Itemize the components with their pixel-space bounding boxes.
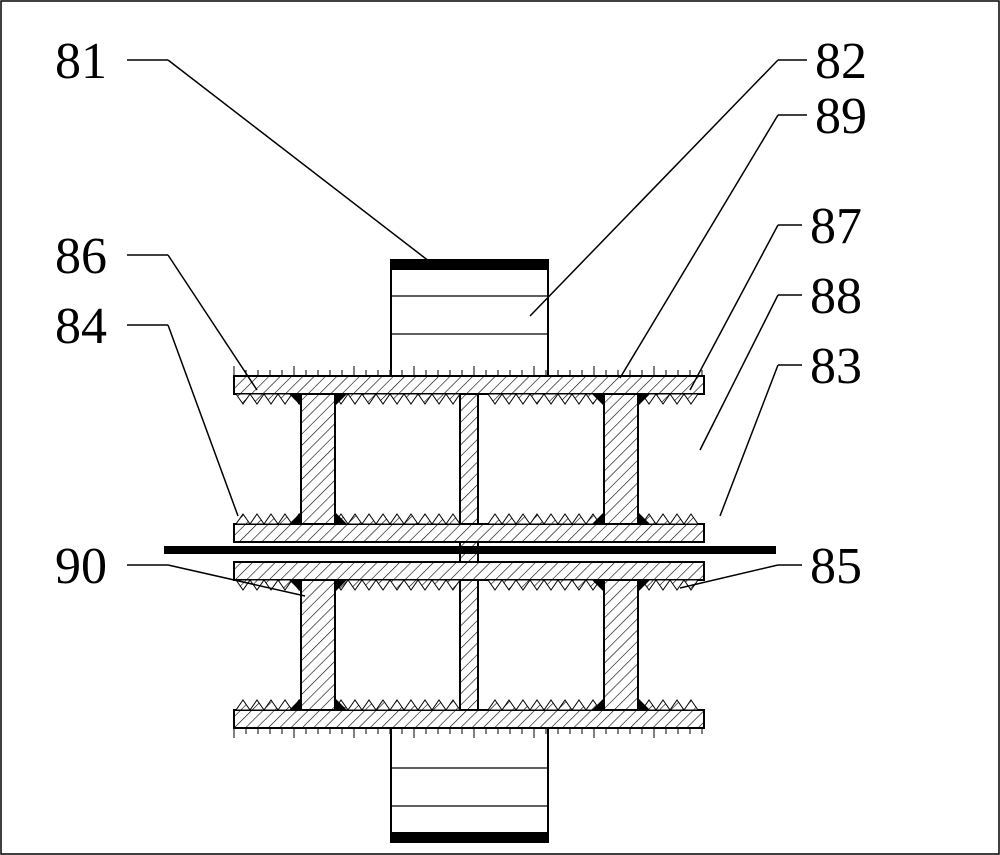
label-90: 90 (55, 538, 107, 595)
label-89: 89 (815, 88, 867, 145)
label-85: 85 (810, 538, 862, 595)
label-86: 86 (55, 228, 107, 285)
label-83: 83 (810, 338, 862, 395)
label-87: 87 (810, 198, 862, 255)
label-81: 81 (55, 33, 107, 90)
label-88: 88 (810, 268, 862, 325)
label-82: 82 (815, 33, 867, 90)
label-84: 84 (55, 298, 107, 355)
